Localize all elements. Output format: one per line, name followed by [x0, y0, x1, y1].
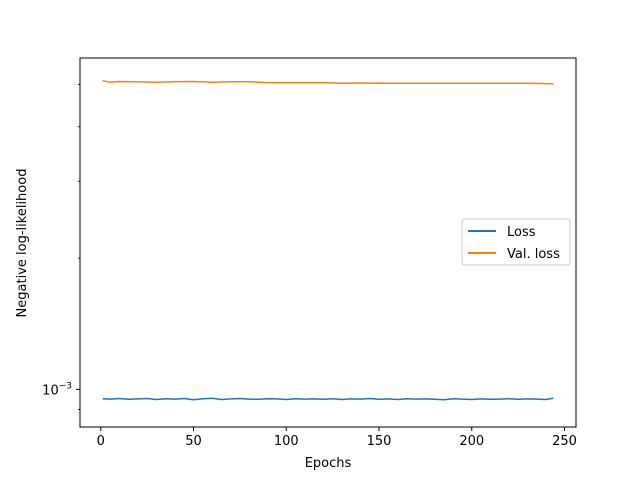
y-axis: 10−3	[42, 84, 80, 410]
x-tick-label: 250	[552, 434, 577, 449]
x-tick-label: 0	[97, 434, 105, 449]
y-tick-label: 10−3	[42, 381, 72, 398]
x-axis-label: Epochs	[305, 456, 352, 471]
legend-label-val-loss: Val. loss	[507, 247, 560, 262]
x-tick-label: 50	[185, 434, 202, 449]
series-line-val-loss	[102, 79, 554, 85]
x-tick-label: 200	[459, 434, 484, 449]
legend-label-loss: Loss	[507, 225, 536, 240]
plot-frame	[79, 57, 577, 428]
y-axis-label: Negative log-likelihood	[15, 169, 30, 318]
series-layer	[102, 79, 554, 401]
x-axis: 0 50 100 150 200 250	[97, 427, 577, 449]
x-tick-label: 150	[367, 434, 392, 449]
legend: Loss Val. loss	[461, 218, 571, 266]
x-tick-label: 100	[274, 434, 299, 449]
series-line-loss	[102, 397, 554, 401]
